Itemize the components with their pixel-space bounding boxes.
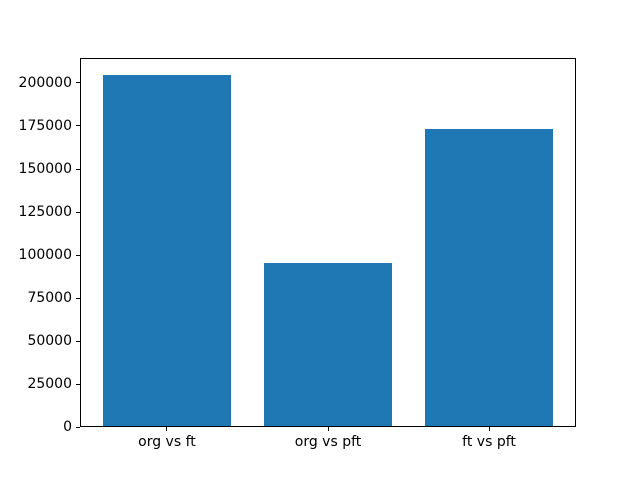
- y-tick-label: 25000: [27, 376, 72, 393]
- y-tick: [76, 82, 80, 84]
- y-tick: [76, 168, 80, 170]
- y-tick-label: 100000: [18, 247, 72, 264]
- bar-org-vs-ft: [102, 75, 232, 428]
- y-tick-label: 75000: [27, 290, 72, 307]
- y-tick-label: 175000: [18, 117, 72, 134]
- x-tick: [488, 427, 490, 432]
- y-tick-label: 125000: [18, 204, 72, 221]
- y-tick: [76, 426, 80, 428]
- x-tick-label-ft-vs-pft: ft vs pft: [462, 434, 516, 451]
- x-tick: [327, 427, 329, 432]
- axes-spines: [80, 57, 576, 428]
- y-tick-label: 150000: [18, 161, 72, 177]
- y-tick: [76, 383, 80, 385]
- x-tick-label-org-vs-ft: org vs ft: [138, 434, 196, 451]
- y-tick: [76, 340, 80, 342]
- x-tick-label-org-vs-pft: org vs pft: [294, 434, 362, 451]
- bar-org-vs-pft: [263, 263, 393, 428]
- y-tick: [76, 211, 80, 213]
- y-tick: [76, 125, 80, 127]
- x-tick: [166, 427, 168, 432]
- bar-ft-vs-pft: [424, 129, 554, 428]
- y-tick-label: 200000: [18, 74, 72, 91]
- y-tick: [76, 297, 80, 299]
- y-tick-label: 50000: [27, 333, 72, 350]
- y-tick: [76, 254, 80, 256]
- y-tick-label: 0: [63, 419, 72, 436]
